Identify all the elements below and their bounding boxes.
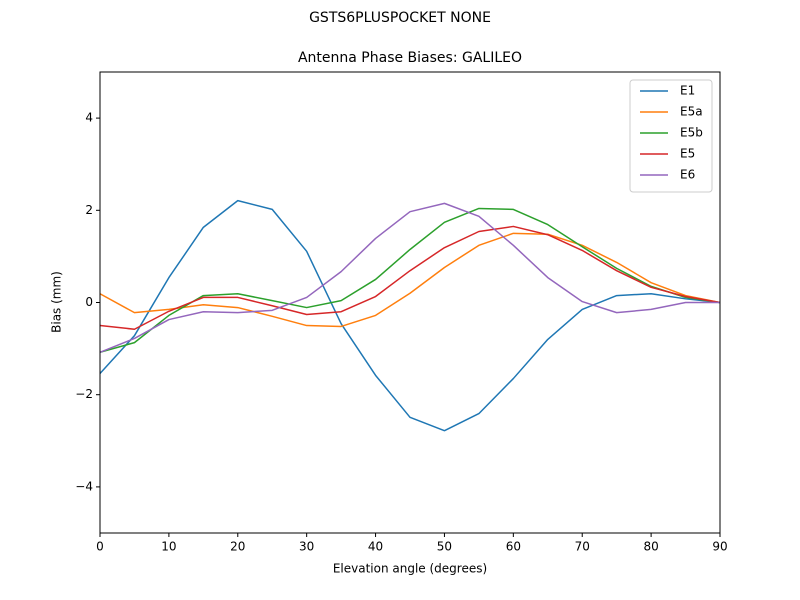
x-tick-label: 70	[575, 540, 590, 554]
line-series	[99, 202, 720, 353]
x-tick-label: 0	[96, 540, 104, 554]
legend-label: E5b	[680, 126, 703, 140]
legend-label: E5	[680, 147, 695, 161]
x-tick-label: 20	[230, 540, 245, 554]
y-tick-label: 0	[85, 295, 93, 309]
y-tick-label: −4	[75, 479, 93, 493]
y-axis-label: Bias (mm)	[50, 271, 64, 333]
y-tick-label: 4	[85, 111, 93, 125]
x-tick-label: 80	[643, 540, 658, 554]
y-tick-label: −2	[75, 387, 93, 401]
x-tick-label: 30	[299, 540, 314, 554]
x-tick-label: 50	[437, 540, 452, 554]
legend-label: E5a	[680, 105, 703, 119]
suptitle: GSTS6PLUSPOCKET NONE	[309, 10, 491, 26]
axes-frame	[99, 71, 721, 534]
x-tick-label: 40	[368, 540, 383, 554]
legend-label: E6	[680, 168, 695, 182]
x-axis-label: Elevation angle (degrees)	[333, 562, 487, 576]
legend-box	[629, 79, 713, 193]
legend-label: E1	[680, 84, 695, 98]
x-tick-label: 10	[161, 540, 176, 554]
y-tick-label: 2	[85, 203, 93, 217]
x-tick-label: 90	[712, 540, 727, 554]
line-series	[99, 225, 721, 330]
line-series	[99, 232, 721, 328]
x-tick-label: 60	[506, 540, 521, 554]
line-series	[99, 199, 721, 432]
line-series	[99, 207, 721, 354]
chart-title: Antenna Phase Biases: GALILEO	[298, 50, 522, 66]
